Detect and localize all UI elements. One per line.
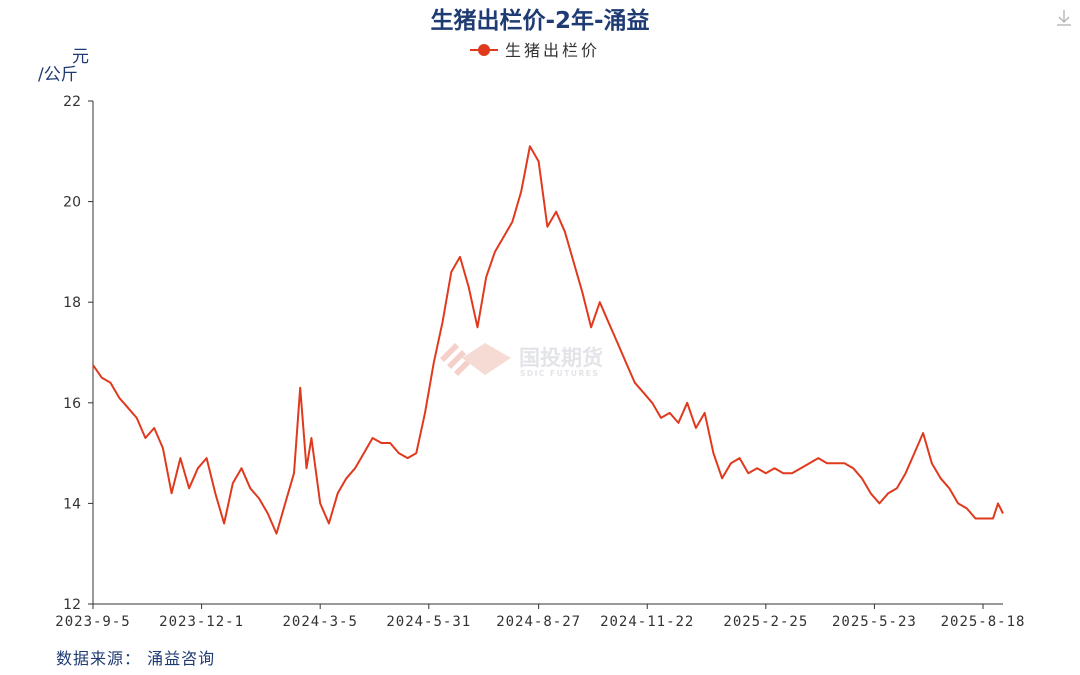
legend[interactable]: 生猪出栏价 <box>470 41 600 60</box>
y-tick-label: 20 <box>63 195 81 211</box>
x-tick-label: 2023-9-5 <box>55 614 130 630</box>
x-tick-label: 2025-8-18 <box>941 614 1026 630</box>
download-icon[interactable] <box>1057 10 1071 26</box>
watermark-emblem <box>440 343 511 376</box>
y-tick-label: 14 <box>63 496 81 512</box>
x-ticks: 2023-9-5 2023-12-1 2024-3-5 2024-5-31 2024-8… <box>55 604 1026 630</box>
chart-title: 生猪出栏价-2年-涌益 <box>430 7 649 34</box>
x-tick-label: 2023-12-1 <box>159 614 244 630</box>
watermark-logo: 国投期货 SDIC FUTURES <box>440 343 603 378</box>
y-tick-label: 12 <box>63 597 81 613</box>
x-tick-label: 2024-8-27 <box>496 614 581 630</box>
y-ticks: 12 14 16 18 20 22 <box>63 94 93 613</box>
y-unit-line1: 元 <box>72 47 89 67</box>
watermark-main: 国投期货 <box>519 346 603 370</box>
legend-label: 生猪出栏价 <box>505 41 600 60</box>
x-tick-label: 2025-2-25 <box>723 614 808 630</box>
legend-marker <box>478 44 490 56</box>
x-tick-label: 2024-5-31 <box>386 614 471 630</box>
series-line-生猪出栏价[interactable] <box>92 145 1004 535</box>
y-tick-label: 16 <box>63 396 81 412</box>
watermark-sub: SDIC FUTURES <box>520 369 599 378</box>
y-tick-label: 22 <box>63 94 81 110</box>
x-tick-label: 2024-11-22 <box>600 614 694 630</box>
x-tick-label: 2025-5-23 <box>832 614 917 630</box>
y-unit-line2: /公斤 <box>38 65 78 85</box>
x-tick-label: 2024-3-5 <box>282 614 357 630</box>
y-tick-label: 18 <box>63 295 81 311</box>
source-note: 数据来源： 涌益咨询 <box>56 649 215 668</box>
